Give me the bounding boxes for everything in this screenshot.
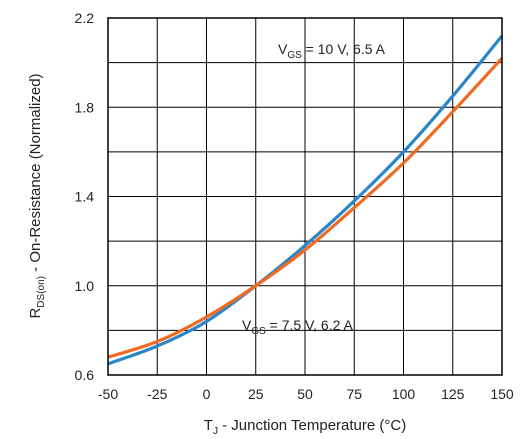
- x-tick-label: 100: [392, 386, 416, 402]
- y-axis-title: RDS(on) - On-Resistance (Normalized): [27, 73, 47, 318]
- x-tick-label: 150: [490, 386, 514, 402]
- y-tick-labels: 0.6 1.0 1.4 1.8 2.2: [75, 10, 95, 383]
- series-line-1: [107, 57, 504, 359]
- x-tick-label: 25: [248, 386, 264, 402]
- x-tick-label: 75: [346, 386, 362, 402]
- series-layer: [107, 34, 504, 366]
- y-tick-label: 1.0: [75, 278, 95, 294]
- y-tick-label: 2.2: [75, 10, 95, 26]
- y-tick-label: 0.6: [75, 367, 95, 383]
- x-tick-label: -50: [98, 386, 118, 402]
- x-tick-label: -25: [147, 386, 167, 402]
- annotation-vgs-10v: VGS = 10 V, 6.5 A: [278, 41, 386, 61]
- series-line-0: [107, 34, 504, 366]
- y-tick-label: 1.4: [75, 189, 95, 205]
- x-tick-label: 0: [203, 386, 211, 402]
- plot-frame: [107, 17, 503, 376]
- x-tick-label: 125: [441, 386, 465, 402]
- y-tick-label: 1.8: [75, 99, 95, 115]
- x-tick-labels: -50 -25 0 25 50 75 100 125 150: [98, 386, 514, 402]
- x-axis-title: TJ - Junction Temperature (°C): [204, 417, 406, 437]
- x-tick-label: 50: [297, 386, 313, 402]
- annotation-vgs-7-5v: VGS = 7.5 V, 6.2 A: [242, 317, 354, 337]
